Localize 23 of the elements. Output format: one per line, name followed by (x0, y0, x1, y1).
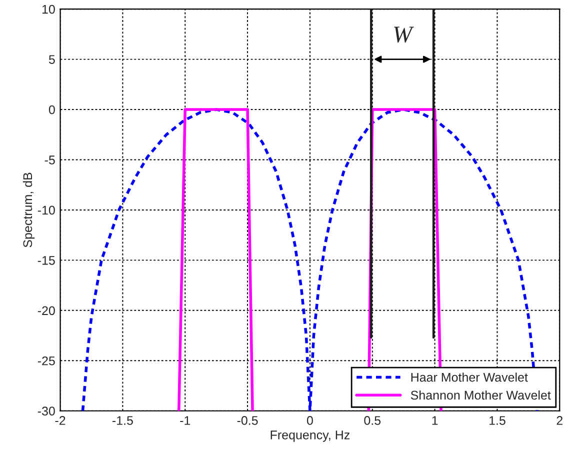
x-tick-label: 1.5 (489, 416, 506, 425)
x-tick-label: 1 (432, 416, 438, 425)
legend-label: Haar Mother Wavelet (411, 372, 528, 382)
x-tick-label: 0.5 (364, 416, 381, 425)
y-tick-label: 0 (48, 105, 55, 114)
y-tick-label: 5 (48, 55, 55, 64)
x-tick-label: 0 (306, 416, 313, 425)
x-tick-label: -1.5 (112, 416, 133, 425)
legend-label: Shannon Mother Wavelet (410, 390, 551, 400)
y-tick-label: -25 (38, 356, 55, 366)
x-axis-title: Frequency, Hz (270, 430, 350, 442)
y-tick-label: -30 (38, 406, 55, 416)
x-tick-label: 2 (556, 416, 562, 425)
x-tick-label: -1 (180, 416, 190, 425)
y-tick-label: -20 (38, 306, 55, 316)
x-tick-label: -0.5 (237, 416, 258, 425)
x-tick-label: -2 (55, 416, 66, 425)
y-tick-label: 10 (42, 4, 55, 14)
y-axis-title: Spectrum, dB (22, 172, 35, 248)
y-tick-label: -15 (38, 256, 55, 265)
annotation: W (394, 26, 414, 43)
y-tick-label: -5 (44, 156, 55, 164)
y-tick-label: -10 (38, 206, 55, 215)
